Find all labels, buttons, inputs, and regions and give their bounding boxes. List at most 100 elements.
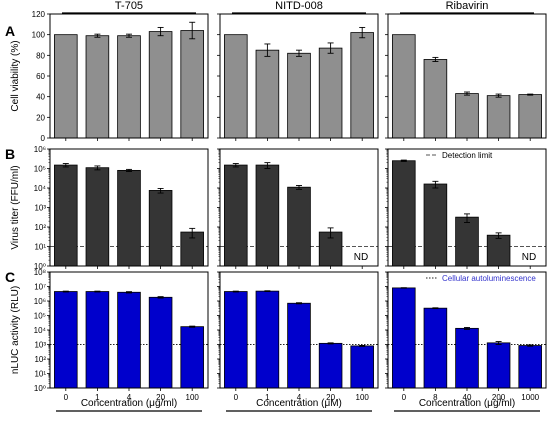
bar — [518, 345, 542, 389]
x-tick-label: 4 — [127, 393, 132, 402]
y-axis-label: Virus titer (FFU/ml) — [10, 165, 21, 249]
bar — [148, 296, 173, 389]
nd-annotation: ND — [522, 252, 536, 263]
y-tick-label: 10¹ — [34, 243, 46, 252]
panel-label-a: A — [5, 23, 15, 39]
bar — [486, 95, 511, 139]
bar — [350, 32, 374, 139]
plot-frame — [387, 271, 547, 389]
bar — [224, 34, 248, 139]
y-tick-label: 10⁶ — [34, 297, 46, 306]
bar — [486, 234, 511, 267]
bar — [117, 291, 141, 389]
x-tick-label: 1 — [95, 393, 100, 402]
y-tick-label: 10⁴ — [34, 184, 47, 193]
y-tick-label: 10⁵ — [34, 312, 46, 321]
panel-label-c: C — [5, 269, 15, 285]
bar — [180, 326, 204, 389]
x-tick-label: 20 — [156, 393, 165, 402]
x-tick-label: 0 — [64, 393, 69, 402]
bar — [85, 291, 110, 389]
bar — [423, 183, 448, 267]
y-tick-label: 10⁸ — [34, 268, 46, 277]
bar — [255, 290, 280, 389]
group-title: T-705 — [115, 0, 143, 12]
x-tick-label: 100 — [186, 393, 200, 402]
bar — [318, 342, 343, 389]
y-tick-label: 100 — [32, 31, 46, 40]
bar — [54, 291, 78, 389]
y-tick-label: 60 — [36, 72, 45, 81]
group-title: NITD-008 — [275, 0, 323, 12]
legend-label: Cellular autoluminescence — [442, 274, 536, 283]
y-tick-label: 10⁵ — [34, 165, 46, 174]
bar — [224, 291, 248, 389]
x-axis-label: Concentration (μM) — [256, 398, 342, 409]
plot-frame — [49, 271, 209, 389]
bar — [255, 49, 280, 139]
bar — [148, 190, 173, 267]
plot-frame — [387, 148, 547, 267]
x-axis-label: Concentration (μg/ml) — [81, 398, 177, 409]
bar — [287, 302, 311, 389]
bar — [224, 164, 248, 267]
panel-label-b: B — [5, 146, 15, 162]
plot-frame — [219, 148, 379, 267]
x-axis-label: Concentration (μg/ml) — [419, 398, 515, 409]
y-tick-label: 10⁴ — [34, 326, 47, 335]
bar — [318, 47, 343, 139]
y-tick-label: 10² — [34, 223, 46, 232]
legend-label: Detection limit — [442, 151, 493, 160]
bar — [423, 59, 448, 139]
bar — [117, 169, 141, 267]
y-tick-label: 10² — [34, 355, 46, 364]
y-tick-label: 10³ — [34, 341, 46, 350]
x-tick-label: 40 — [463, 393, 472, 402]
bar — [54, 34, 78, 139]
plot-frame — [49, 13, 209, 139]
bar — [85, 35, 110, 139]
bar — [350, 345, 374, 389]
y-tick-label: 10⁰ — [34, 262, 46, 271]
plot-frame — [219, 271, 379, 389]
x-tick-label: 20 — [326, 393, 335, 402]
x-tick-label: 8 — [433, 393, 438, 402]
bar — [392, 34, 416, 139]
plot-frame — [49, 148, 209, 267]
bar — [180, 30, 204, 139]
y-tick-label: 10³ — [34, 204, 46, 213]
bar — [423, 307, 448, 389]
x-tick-label: 1 — [265, 393, 270, 402]
bar — [455, 327, 479, 389]
y-tick-label: 10⁶ — [34, 145, 46, 154]
x-tick-label: 0 — [234, 393, 239, 402]
group-title: Ribavirin — [446, 0, 489, 12]
y-tick-label: 40 — [36, 93, 45, 102]
bar — [148, 31, 173, 139]
bar — [518, 94, 542, 139]
y-tick-label: 10⁷ — [34, 283, 46, 292]
bar — [287, 52, 311, 139]
bar — [392, 160, 416, 267]
bar — [255, 164, 280, 267]
y-tick-label: 0 — [41, 134, 46, 143]
x-tick-label: 1000 — [521, 393, 539, 402]
bar — [117, 35, 141, 139]
plot-frame — [387, 13, 547, 139]
y-tick-label: 10¹ — [34, 370, 46, 379]
y-tick-label: 20 — [36, 113, 45, 122]
x-tick-label: 0 — [402, 393, 407, 402]
bar — [486, 342, 511, 389]
y-axis-label: nLUC activity (RLU) — [10, 286, 21, 374]
bar — [54, 164, 78, 267]
bar — [85, 167, 110, 267]
x-tick-label: 100 — [356, 393, 370, 402]
bar — [392, 287, 416, 389]
x-tick-label: 200 — [492, 393, 506, 402]
y-tick-label: 10⁰ — [34, 384, 46, 393]
y-tick-label: 80 — [36, 51, 45, 60]
x-tick-label: 4 — [297, 393, 302, 402]
nd-annotation: ND — [354, 252, 368, 263]
y-axis-label: Cell viability (%) — [10, 40, 21, 111]
